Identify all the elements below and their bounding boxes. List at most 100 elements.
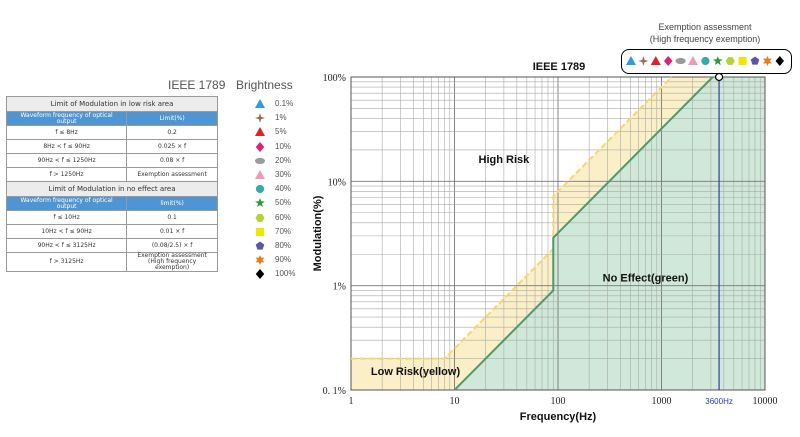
legend-marker — [255, 127, 265, 137]
legend-label: 80% — [275, 241, 292, 250]
star-icon — [255, 198, 265, 208]
no-effect-limit-3-line2: (High frequency exemption) — [148, 258, 197, 271]
legend-marker — [255, 198, 265, 208]
no-effect-limit-0: 0.1 — [126, 210, 218, 225]
y-tick-label: 1% — [333, 282, 346, 293]
legend-marker — [255, 255, 265, 266]
no-effect-limit-line — [453, 76, 714, 391]
legend-item: 80% — [253, 238, 303, 254]
legend-marker — [255, 99, 265, 108]
exemption-caption: Exemption assessment (High frequency exe… — [620, 21, 790, 45]
frequency-marker-circle — [714, 72, 724, 82]
four-point-star-icon — [255, 113, 265, 124]
legend-label: 70% — [275, 226, 292, 236]
legend-item: 100% — [253, 266, 303, 282]
y-tick-label: 10% — [328, 177, 346, 188]
legend-item: 1% — [253, 110, 303, 126]
legend-label: 60% — [275, 212, 292, 222]
x-tick-label: 10 — [450, 396, 460, 407]
legend-label: 90% — [275, 255, 292, 265]
y-tick-label: 100% — [323, 73, 346, 84]
legend-item: 30% — [253, 167, 303, 183]
legend-item: 40% — [253, 181, 303, 197]
pentagon-icon — [255, 241, 265, 250]
exemption-caption-line2: (High frequency exemption) — [649, 34, 761, 44]
exemption-caption-line1: Exemption assessment — [658, 22, 752, 32]
triangle-icon — [255, 127, 265, 137]
table-title: IEEE 1789 — [168, 78, 226, 92]
no-effect-limit-3-line1: Exemption assessment — [137, 252, 207, 259]
frequency-marker-label: 3600Hz — [705, 397, 733, 406]
legend-label: 5% — [275, 127, 287, 137]
legend-label: 40% — [275, 184, 292, 194]
ellipse-icon — [255, 157, 265, 164]
no-effect-freq-3: f > 3125Hz — [5, 252, 128, 272]
no-effect-limit-1: 0.01 × f — [126, 224, 218, 239]
brightness-title: Brightness — [236, 78, 293, 92]
low-risk-freq-2: 90Hz < f ≤ 1250Hz — [5, 153, 128, 168]
y-tick-label: 0. 1% — [323, 386, 346, 397]
star-icon — [713, 56, 723, 65]
square-icon — [256, 227, 264, 236]
no-effect-header: Limit of Modulation in no effect area — [6, 181, 218, 197]
legend-item: 70% — [253, 224, 303, 240]
low-risk-freq-1: 8Hz < f ≤ 90Hz — [5, 139, 128, 154]
legend-marker — [255, 213, 265, 222]
legend-item: 90% — [253, 252, 303, 268]
legend-label: 0.1% — [275, 99, 294, 108]
legend-marker — [255, 185, 265, 194]
legend-label: 1% — [275, 113, 287, 123]
exemption-icon-box — [621, 49, 792, 74]
low-risk-header: Limit of Modulation in low risk area — [6, 96, 218, 112]
region-annotation: Low Risk(yellow) — [371, 366, 461, 378]
no-effect-limit-3: Exemption assessment (High frequency exem… — [126, 252, 218, 272]
legend-marker — [255, 113, 265, 124]
legend-label: 30% — [275, 170, 292, 179]
y-axis-label: Modulation(%) — [312, 195, 324, 271]
legend-marker — [255, 241, 265, 250]
no-effect-limit-2: (0.08/2.5) × f — [126, 238, 218, 253]
legend-marker — [255, 269, 265, 280]
col-frequency: Waveform frequency of optical output — [5, 111, 128, 126]
diamond-icon — [255, 269, 265, 280]
ieee-1789-chart: 3600Hz 1 10 100 1000 10000 0. 1% 1% 10% 100% Frequ… — [312, 61, 778, 423]
legend-label: 10% — [275, 141, 292, 151]
legend-label: 20% — [275, 155, 292, 165]
no-effect-freq-1: 10Hz < f ≤ 90Hz — [5, 224, 128, 239]
triangle-icon — [255, 170, 265, 179]
x-tick-label: 1000 — [652, 396, 672, 407]
legend-item: 5% — [253, 124, 303, 140]
legend-item: 60% — [253, 210, 303, 226]
legend-label: 50% — [275, 198, 292, 208]
no-effect-freq-2: 90Hz < f ≤ 3125Hz — [5, 238, 128, 253]
square-icon — [738, 57, 747, 65]
no-effect-freq-0: f ≤ 10Hz — [5, 210, 128, 225]
low-risk-limit-3: Exemption assessment — [126, 167, 218, 182]
x-tick-label: 10000 — [753, 396, 778, 407]
low-risk-limit-1: 0.025 × f — [126, 139, 218, 154]
low-risk-freq-3: f > 1250Hz — [5, 167, 128, 182]
diamond-icon — [255, 141, 265, 152]
triangle-icon — [650, 56, 661, 65]
legend-item: 20% — [253, 153, 303, 169]
exemption-icons — [626, 56, 785, 66]
col-limit-2: limit(%) — [126, 196, 218, 211]
legend-item: 0.1% — [253, 96, 303, 112]
pentagon-icon — [750, 56, 760, 65]
legend-marker — [256, 227, 264, 236]
triangle-icon — [255, 99, 265, 108]
hexagon-icon — [255, 213, 265, 222]
region-annotation: No Effect(green) — [603, 272, 689, 284]
legend-marker — [255, 170, 265, 179]
legend-item: 10% — [253, 139, 303, 155]
x-tick-label: 100 — [551, 396, 566, 407]
col-limit: Limit(%) — [126, 111, 218, 126]
legend-item: 50% — [253, 195, 303, 211]
diamond-icon — [663, 56, 673, 66]
col-frequency-2: Waveform frequency of optical output — [5, 196, 128, 211]
triangle-icon — [688, 56, 698, 65]
ellipse-icon — [675, 57, 686, 65]
diamond-icon — [775, 56, 785, 66]
low-risk-freq-0: f ≤ 8Hz — [5, 125, 128, 140]
x-axis-label: Frequency(Hz) — [520, 411, 597, 423]
